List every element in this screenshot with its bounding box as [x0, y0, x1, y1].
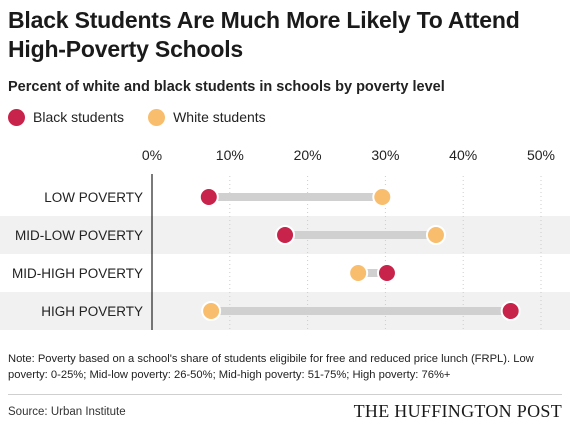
dot-white-students [425, 225, 446, 245]
source-credit: Source: Urban Institute [8, 406, 126, 418]
category-label: MID-LOW POVERTY [15, 228, 143, 243]
dot-black-students [275, 225, 296, 245]
category-label: MID-HIGH POVERTY [12, 266, 143, 281]
chart-subtitle: Percent of white and black students in s… [8, 79, 445, 95]
dot-black-students [376, 263, 397, 283]
chart-note: Note: Poverty based on a school's share … [8, 353, 534, 381]
legend-item-black: Black students [8, 108, 125, 126]
publisher-logo: THE HUFFINGTON POST [353, 401, 562, 421]
legend-swatch-white [148, 108, 166, 126]
dot-black-students [198, 187, 219, 207]
dot-plot: 0% 10% 20% 30% 40% 50% LOW POVERTY MID-LOW POVE… [0, 147, 570, 330]
category-label: LOW POVERTY [44, 190, 143, 205]
legend-label-white: White students [173, 109, 266, 125]
legend: Black students White students [8, 106, 290, 128]
x-tick-label: 0% [142, 147, 162, 163]
legend-label-black: Black students [33, 109, 125, 125]
dot-white-students [372, 187, 393, 207]
x-tick-label: 20% [294, 147, 322, 163]
x-tick-label: 30% [371, 147, 399, 163]
x-tick-label: 40% [449, 147, 477, 163]
dot-black-students [500, 301, 521, 321]
x-tick-label: 10% [216, 147, 244, 163]
x-tick-label: 50% [527, 147, 555, 163]
legend-swatch-black [8, 108, 25, 126]
dot-white-students [201, 301, 222, 321]
chart-title: Black Students Are Much More Likely To A… [8, 7, 520, 62]
category-label: HIGH POVERTY [41, 304, 143, 319]
legend-item-white: White students [148, 108, 266, 126]
dot-white-students [348, 263, 369, 283]
footer-divider [8, 394, 562, 395]
